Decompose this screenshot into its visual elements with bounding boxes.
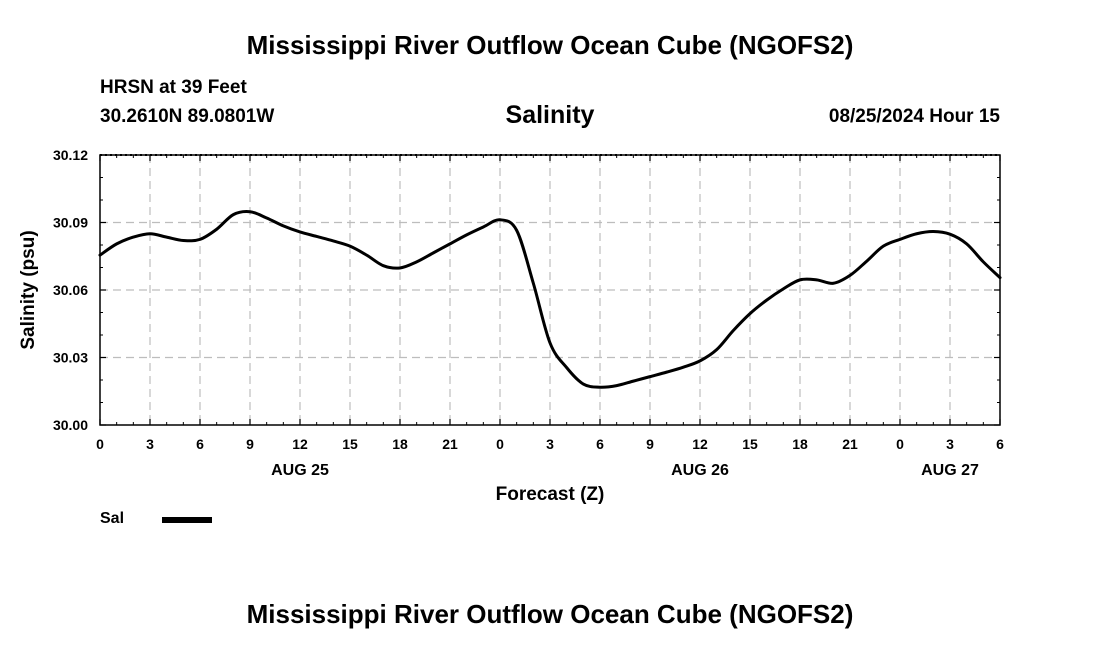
station-label: HRSN at 39 Feet bbox=[100, 77, 247, 98]
series-layer bbox=[98, 210, 1002, 389]
forecast-datetime: 08/25/2024 Hour 15 bbox=[828, 106, 1000, 127]
variable-title: Salinity bbox=[505, 101, 595, 129]
axis-ticks bbox=[99, 154, 1001, 426]
x-tick-label: 6 bbox=[596, 436, 604, 452]
x-tick-label: 9 bbox=[246, 436, 254, 452]
x-tick-label: 15 bbox=[742, 436, 758, 452]
y-axis-title: Salinity (psu) bbox=[18, 230, 39, 349]
series-line-sal bbox=[98, 210, 1002, 389]
x-tick-label: 18 bbox=[392, 436, 408, 452]
x-tick-label: 12 bbox=[692, 436, 708, 452]
x-tick-label: 6 bbox=[996, 436, 1004, 452]
x-tick-label: 0 bbox=[896, 436, 904, 452]
x-tick-label: 0 bbox=[496, 436, 504, 452]
x-tick-label: 18 bbox=[792, 436, 808, 452]
legend-label: Sal bbox=[100, 510, 125, 527]
chart-main-title: Mississippi River Outflow Ocean Cube (NG… bbox=[246, 30, 854, 60]
y-tick-label: 30.06 bbox=[53, 282, 88, 298]
x-tick-label: 0 bbox=[96, 436, 104, 452]
y-tick-label: 30.09 bbox=[53, 215, 88, 231]
station-coordinates: 30.2610N 89.0801W bbox=[100, 106, 275, 127]
chart-footer-title: Mississippi River Outflow Ocean Cube (NG… bbox=[246, 599, 854, 629]
x-date-label: AUG 26 bbox=[671, 462, 729, 479]
y-tick-label: 30.12 bbox=[53, 147, 88, 163]
x-date-label: AUG 27 bbox=[921, 462, 979, 479]
x-tick-label: 15 bbox=[342, 436, 358, 452]
y-tick-label: 30.00 bbox=[53, 417, 88, 433]
x-tick-label: 21 bbox=[442, 436, 458, 452]
x-tick-label: 6 bbox=[196, 436, 204, 452]
x-date-label: AUG 25 bbox=[271, 462, 329, 479]
x-tick-label: 21 bbox=[842, 436, 858, 452]
grid-lines bbox=[100, 154, 1000, 425]
x-tick-label: 3 bbox=[546, 436, 554, 452]
x-axis-title: Forecast (Z) bbox=[496, 484, 605, 505]
x-tick-label: 3 bbox=[946, 436, 954, 452]
x-tick-label: 12 bbox=[292, 436, 308, 452]
y-tick-label: 30.03 bbox=[53, 350, 88, 366]
legend-line-swatch bbox=[162, 517, 212, 523]
x-tick-label: 9 bbox=[646, 436, 654, 452]
axis-labels: 0 3 6 9 12 15 18 21 0 3 6 9 12 15 18 21 0 3 6 30.00 30.03 30.… bbox=[18, 147, 1004, 505]
x-tick-label: 3 bbox=[146, 436, 154, 452]
